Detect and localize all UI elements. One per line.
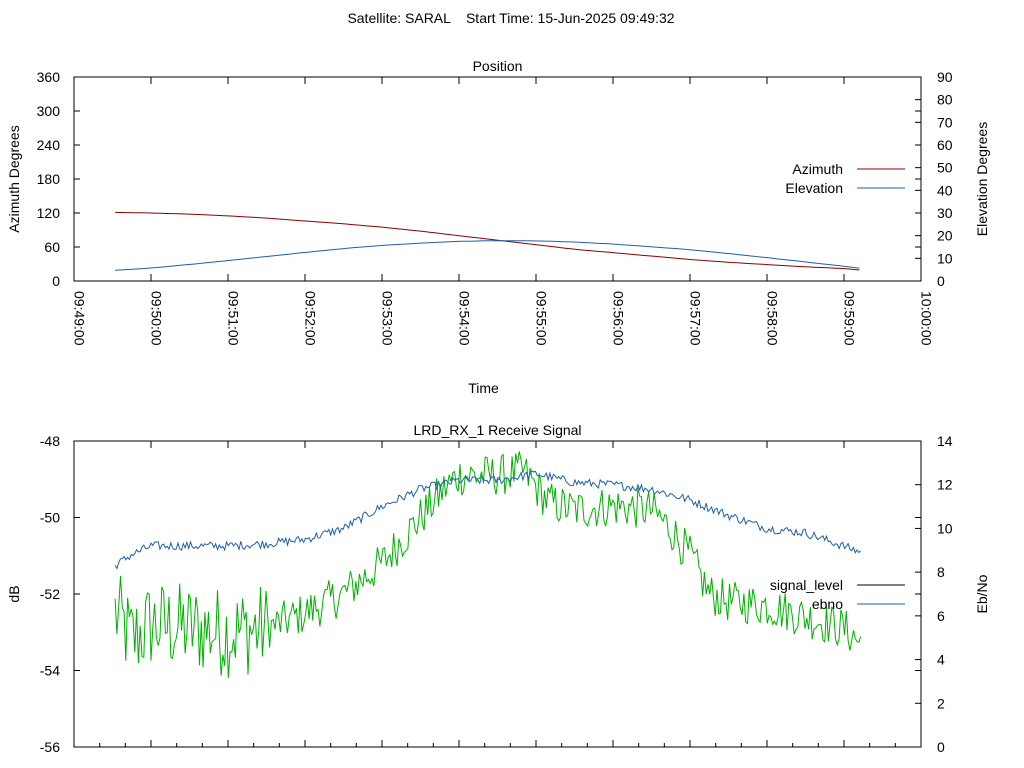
series-line-ebno: [114, 469, 862, 570]
legend-label: ebno: [812, 596, 843, 612]
y2-tick-label: 80: [937, 92, 953, 108]
y-tick-label: 240: [37, 137, 61, 153]
y2-tick-label: 10: [937, 250, 953, 266]
y2-tick-label: 2: [937, 695, 945, 711]
y2-tick-label: 50: [937, 160, 953, 176]
y2-tick-label: 8: [937, 564, 945, 580]
x-tick-label: 10:00:00: [918, 291, 934, 346]
y-axis-label: dB: [6, 585, 22, 602]
y-tick-label: -52: [40, 586, 60, 602]
y-tick-label: 360: [37, 69, 61, 85]
x-tick-label: 09:57:00: [687, 291, 703, 346]
y2-tick-label: 0: [937, 739, 945, 755]
y2-tick-label: 90: [937, 69, 953, 85]
legend-label: Elevation: [785, 180, 843, 196]
y2-tick-label: 20: [937, 228, 953, 244]
x-tick-label: 09:49:00: [71, 291, 87, 346]
x-tick-label: 09:59:00: [841, 291, 857, 346]
plot-frame: [73, 440, 922, 748]
y2-tick-label: 10: [937, 520, 953, 536]
y-tick-label: -48: [40, 433, 60, 449]
x-tick-label: 09:58:00: [764, 291, 780, 346]
x-tick-label: 09:52:00: [302, 291, 318, 346]
chart-title: Position: [473, 58, 523, 74]
y-tick-label: -50: [40, 510, 60, 526]
y-tick-label: 180: [37, 171, 61, 187]
y2-tick-label: 4: [937, 652, 945, 668]
chart-2: LRD_RX_1 Receive Signal -56 -54 -52 -50 -48 0 2…: [6, 422, 990, 755]
chart-title: LRD_RX_1 Receive Signal: [413, 422, 581, 438]
series-line-signal-level: [114, 451, 862, 679]
y-tick-label: -54: [40, 663, 60, 679]
series-line-azimuth: [115, 211, 860, 271]
y-tick-label: 60: [44, 239, 60, 255]
y2-tick-label: 14: [937, 433, 953, 449]
y2-axis-label: Eb/No: [974, 574, 990, 613]
y-tick-label: -56: [40, 739, 60, 755]
y2-tick-label: 30: [937, 205, 953, 221]
legend-label: Azimuth: [792, 161, 843, 177]
page-title: Satellite: SARAL Start Time: 15-Jun-2025…: [347, 10, 674, 26]
x-tick-label: 09:54:00: [456, 291, 472, 346]
x-tick-label: 09:56:00: [610, 291, 626, 346]
y-axis-label: Azimuth Degrees: [6, 125, 22, 232]
chart-1: Position 0 60 120 180 240 300 360 0 10 20 30 40 50 60 7…: [6, 58, 990, 396]
y2-axis-label: Elevation Degrees: [974, 122, 990, 236]
x-tick-label: 09:53:00: [379, 291, 395, 346]
x-tick-label: 09:50:00: [148, 291, 164, 346]
y2-tick-label: 0: [937, 273, 945, 289]
y-tick-label: 120: [37, 205, 61, 221]
y-tick-label: 300: [37, 103, 61, 119]
y2-tick-label: 6: [937, 608, 945, 624]
legend-label: signal_level: [770, 577, 843, 593]
x-tick-label: 09:55:00: [533, 291, 549, 346]
x-tick-label: 09:51:00: [225, 291, 241, 346]
series-line-elevation: [115, 240, 860, 271]
x-axis-label: Time: [468, 380, 499, 396]
y2-tick-label: 60: [937, 137, 953, 153]
y-tick-label: 0: [52, 273, 60, 289]
y2-tick-label: 12: [937, 477, 953, 493]
y2-tick-label: 70: [937, 114, 953, 130]
y2-tick-label: 40: [937, 182, 953, 198]
plot-frame: [73, 76, 922, 282]
